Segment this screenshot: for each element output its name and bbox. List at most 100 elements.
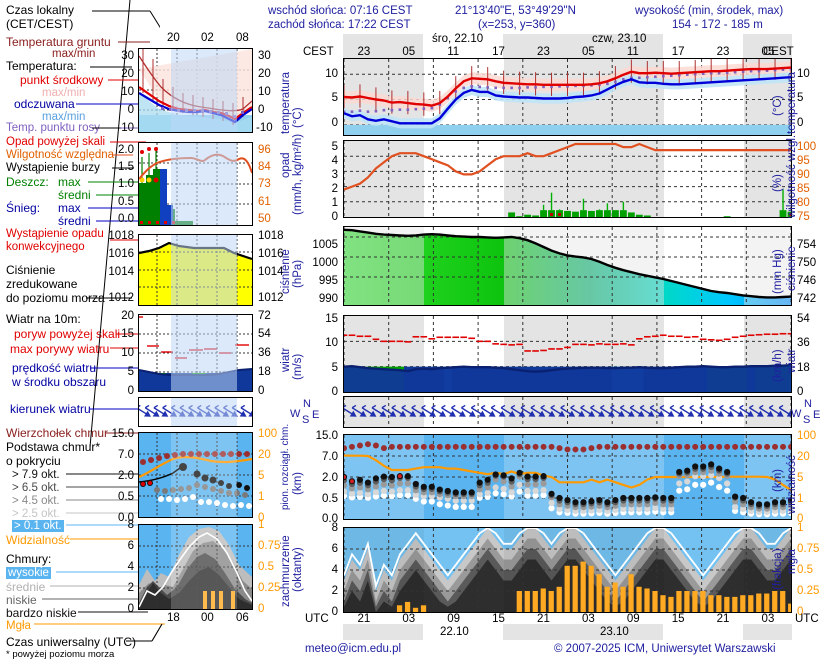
legend-pressure-2: zredukowane [6, 277, 78, 291]
utc-tick-09-2: 09 [447, 613, 461, 625]
axis-visibility-unit: (km) [772, 469, 784, 492]
utc-label-right: UTC [795, 613, 819, 625]
mini-hum-rtick-96: 96 [258, 144, 271, 156]
cest-tick-11-6: 11 [626, 46, 639, 58]
main-time-header-shading [343, 34, 792, 58]
prec-tick-0: 0 [331, 211, 338, 223]
legend-cloud-high: wysokie [6, 567, 51, 579]
axis-humidity-unit: (%) [772, 174, 784, 192]
mini-temp-tick-0: 0 [127, 104, 134, 116]
mini-cloud-tick-150: 15.0 [111, 428, 134, 440]
compass-left: N W E S [288, 398, 322, 426]
axis-cloudlevel-name: pion. rozciągł. chm. [280, 423, 291, 510]
mini-cloudlayers-panel [138, 432, 253, 518]
prec-tick-2: 2 [331, 183, 338, 195]
gridpoint-label: (x=253, y=360) [478, 19, 556, 31]
footer-email[interactable]: meteo@icm.edu.pl [305, 643, 402, 655]
axis-temperature-right-name: temperatura [786, 71, 798, 134]
legend-cloud-base-1: Podstawa chmur* [6, 440, 101, 454]
utc-tick-03-1: 03 [402, 613, 416, 625]
mini-cover-tick-2: 2 [127, 582, 134, 594]
pres-tick-995: 995 [318, 275, 338, 287]
axis-temperature-right-unit: (°C) [772, 95, 784, 116]
vis-rtick-1: 1 [797, 493, 804, 505]
day-label-1: śro, 22.10 [432, 33, 484, 45]
wind-rtick-0: 0 [797, 386, 804, 398]
mini-precip-tick-05: 0.5 [118, 196, 134, 208]
pres-rtick-754: 754 [797, 239, 817, 251]
axis-precip-unit: (mm/h, kg/m²/h) [292, 133, 304, 215]
legend-temp-felt-maxmin: max/min [42, 111, 86, 123]
cest-label-left: CEST [303, 46, 334, 58]
fog-rtick-1: 1 [797, 522, 804, 534]
main-cloudlayers-panel [343, 434, 792, 520]
axis-wind-unit: (m/s) [292, 353, 304, 380]
prec-tick-4: 4 [331, 155, 338, 167]
legend-okt-45: > 4.5 okt. [12, 495, 60, 507]
mini-utc-00: 00 [201, 612, 214, 624]
prec-tick-1: 1 [331, 197, 338, 209]
utc-tick-15-7: 15 [671, 613, 685, 625]
cloudlvl-tick-00: 0.0 [322, 513, 338, 525]
hum-rtick-90: 90 [797, 169, 810, 181]
wind-rtick-36: 36 [797, 337, 810, 349]
mini-cloud-rtick-0: 0 [258, 512, 265, 524]
cest-tick-05-5: 05 [581, 46, 595, 58]
mini-cover-rtick-1: 1 [258, 519, 265, 531]
mini-cloud-rtick-100: 100 [258, 428, 278, 440]
axis-wind-right-name: wiatr [786, 348, 798, 373]
main-temperature-panel [343, 58, 792, 136]
legend-gust-over: poryw powyżej skali [14, 327, 121, 341]
mini-cloud-tick-70: 7.0 [118, 449, 134, 461]
altitude-label: wysokość (min, środek, max) [635, 5, 784, 17]
utc-day-2: 23.10 [600, 626, 629, 638]
legend-utc-label: Czas uniwersalny (UTC) [6, 635, 137, 649]
main-cloudcover-panel [343, 527, 792, 613]
mini-wind-tick-15: 15 [121, 328, 134, 340]
fog-rtick-05: 0.5 [797, 564, 813, 576]
temp-tick-0: 0 [331, 117, 338, 129]
legend-gust-max: max porywy wiatru [10, 342, 110, 356]
mini-time-20: 20 [167, 32, 180, 44]
axis-pressure-right-name: ciśnienie [786, 246, 798, 291]
main-wind-panel [343, 315, 792, 393]
cloudlvl-tick-05: 0.5 [322, 493, 338, 505]
legend-cloud-verylow: bardzo niskie [6, 606, 77, 620]
cover-tick-8: 8 [331, 522, 338, 534]
legend-snow-avg: średni [58, 214, 91, 228]
altitude-value: 154 - 172 - 185 m [672, 19, 763, 31]
utc-tick-09-6: 09 [626, 613, 640, 625]
mini-press-rtick-1012: 1012 [258, 292, 284, 304]
legend-rain-max: max [58, 175, 81, 189]
utc-tick-21-4: 21 [537, 613, 550, 625]
vis-rtick-5: 5 [797, 472, 804, 484]
legend-temp-felt: odczuwana [14, 97, 75, 111]
utc-tick-21-0: 21 [357, 613, 371, 625]
mini-hum-rtick-84: 84 [258, 161, 271, 173]
cest-tick-23-0: 23 [357, 46, 371, 58]
cest-tick-23-8: 23 [716, 46, 730, 58]
legend-convective-1: Wystąpienie opadu [6, 228, 104, 240]
axis-pressure-name: ciśnienie [280, 249, 292, 294]
mini-cloud-tick-05: 0.5 [118, 491, 134, 503]
legend-panel: Czas lokalny (CET/CEST) Temperatura grun… [0, 0, 150, 632]
wind-rtick-54: 54 [797, 313, 810, 325]
wind-tick-5: 5 [331, 362, 338, 374]
mini-precip-tick-15: 1.5 [118, 161, 134, 173]
legend-cloud-mid: średnie [6, 580, 46, 594]
coordinates-label: 21°13'40"E, 53°49'29"N [455, 5, 576, 17]
legend-cloud-top: Wierzchołek chmur [6, 426, 109, 440]
mini-wind-rtick-18: 18 [258, 366, 271, 378]
mini-cloud-tick-00: 0.0 [118, 512, 134, 524]
day-label-2: czw, 23.10 [592, 33, 647, 45]
cest-tick-17-7: 17 [671, 46, 685, 58]
legend-rain: Deszcz: [6, 175, 49, 189]
wind-tick-10: 10 [325, 337, 338, 349]
compass-right-n: N [804, 398, 812, 410]
utc-tick-15-3: 15 [492, 613, 505, 625]
mini-cover-rtick-0: 0 [258, 603, 265, 615]
legend-clouds: Chmury: [6, 552, 52, 566]
legend-local-time-2: (CET/CEST) [6, 17, 74, 31]
vis-rtick-0: 0 [797, 513, 804, 525]
utc-tick-21-8: 21 [716, 613, 730, 625]
